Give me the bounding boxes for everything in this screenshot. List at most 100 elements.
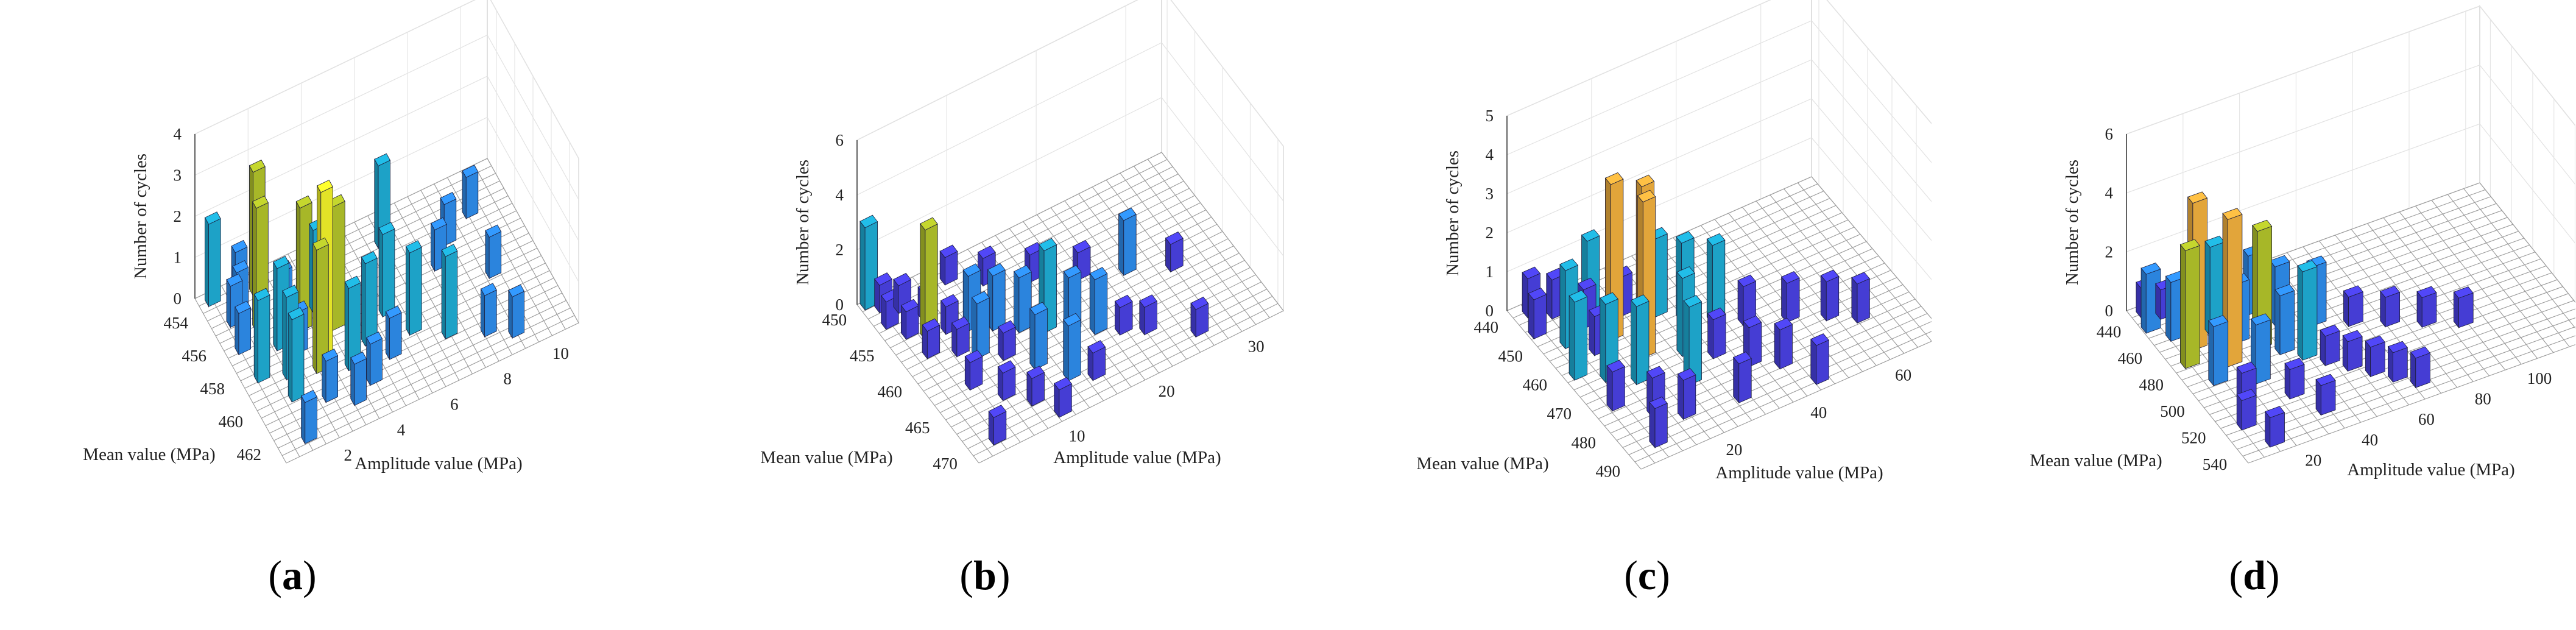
chart-svg-d: 0 2 4 6 Number of cycles 440 460 480 500 520 540 Me… [2030, 4, 2575, 480]
bar-front [2385, 292, 2400, 328]
z-tick-label: 0 [2105, 302, 2114, 320]
z-tick-label: 0 [174, 289, 182, 308]
bar-front [2324, 330, 2340, 366]
amplitude-tick-label: 40 [1810, 403, 1827, 422]
bar-side [2155, 283, 2161, 320]
bar-side [951, 322, 958, 358]
bar-side [2416, 291, 2422, 328]
z-tick-label: 2 [2105, 242, 2114, 261]
z-axis-title: Number of cycles [1443, 150, 1463, 276]
bar [462, 165, 479, 220]
bar-front [1713, 314, 1726, 359]
panel-label: d [2243, 552, 2266, 598]
amplitude-axis: 10 20 30 Amplitude value (MPa) [1053, 337, 1264, 467]
z-tick-label: 6 [2105, 125, 2114, 143]
mean-tick-label: 480 [1572, 433, 1597, 451]
mean-tick-label: 455 [850, 347, 875, 365]
bar-side [1676, 271, 1683, 358]
bar-side [2265, 411, 2271, 448]
bar-front [1654, 233, 1668, 318]
bar-front [956, 322, 970, 358]
chart-panel-a: 0 1 2 3 4 Number of cycles 454 456 458 460 462 Mean… [0, 0, 644, 630]
bar-side [1118, 213, 1124, 277]
bar-side [2365, 340, 2371, 378]
bar [344, 275, 361, 372]
mean-tick-label: 440 [1474, 318, 1499, 336]
bar-front [1092, 346, 1106, 381]
bar-front [2185, 245, 2200, 369]
z-tick-label: 5 [1486, 107, 1494, 125]
bar-front [333, 200, 345, 331]
bar-side [1707, 313, 1713, 359]
bar-side [312, 243, 317, 374]
bar-front [2270, 412, 2285, 448]
bar [1089, 267, 1108, 336]
bar-side [2208, 319, 2214, 387]
bar-side [1522, 272, 1528, 319]
bar-side [2453, 291, 2459, 328]
bar [1733, 352, 1752, 404]
bar-front [1787, 277, 1800, 323]
mean-axis-title: Mean value (MPa) [1416, 454, 1548, 473]
bar-side [462, 169, 467, 220]
bar [900, 299, 919, 341]
bar [2204, 235, 2225, 337]
z-tick-label: 2 [174, 207, 182, 225]
bar [2274, 284, 2295, 356]
bar [235, 300, 252, 355]
mean-axis-title: Mean value (MPa) [83, 445, 215, 464]
bar-side [920, 223, 926, 341]
bar-front [389, 312, 402, 360]
bar-side [431, 222, 435, 272]
amplitude-axis-title: Amplitude value (MPa) [1053, 448, 1221, 467]
bar [361, 251, 378, 347]
panel-label: a [282, 552, 303, 598]
bar-front [1120, 301, 1133, 336]
bar-front [2458, 292, 2474, 328]
amplitude-tick-label: 20 [2305, 451, 2321, 469]
bar-front [926, 324, 940, 359]
bar [987, 263, 1006, 332]
bars [2136, 191, 2474, 448]
bar [1190, 296, 1209, 338]
z-axis: 0 2 4 6 Number of cycles [793, 131, 858, 314]
bar-side [226, 278, 231, 329]
bar-front [944, 251, 958, 286]
bar-side [2320, 329, 2326, 367]
bar-side [881, 294, 887, 330]
bar [508, 284, 525, 339]
bar-side [350, 356, 355, 407]
z-tick-label: 2 [1486, 224, 1494, 242]
bar-front [1123, 214, 1137, 276]
bar-front [993, 411, 1007, 446]
bar-front [1816, 339, 1829, 385]
bar [1810, 333, 1829, 386]
bar-side [1774, 322, 1780, 370]
bar-side [2165, 275, 2172, 342]
bar-side [508, 289, 513, 339]
mean-tick-label: 460 [219, 412, 244, 431]
bar-front [238, 307, 252, 355]
bar [288, 306, 305, 403]
bar [204, 211, 221, 308]
bar [1630, 294, 1650, 386]
bar-front [2320, 380, 2336, 416]
bar [1569, 290, 1588, 381]
bar-front [354, 358, 367, 406]
z-tick-label: 6 [836, 131, 844, 149]
bar [322, 349, 339, 404]
bar-side [378, 227, 383, 318]
bar-front [1779, 324, 1793, 370]
bar [1600, 292, 1618, 383]
mean-tick-label: 540 [2203, 455, 2228, 473]
bar-front [2415, 352, 2430, 388]
bar [2380, 285, 2401, 328]
mean-tick-label: 490 [1596, 462, 1621, 481]
bar-front [2279, 290, 2295, 355]
mean-axis-title: Mean value (MPa) [2030, 451, 2162, 470]
bar-side [1733, 356, 1740, 404]
bar-side [2236, 394, 2242, 431]
bar-side [374, 158, 379, 250]
